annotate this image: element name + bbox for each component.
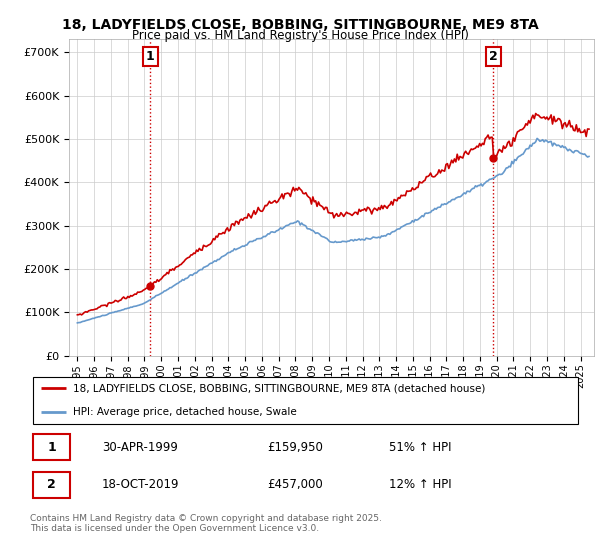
Text: 2: 2	[47, 478, 56, 491]
Text: 18-OCT-2019: 18-OCT-2019	[102, 478, 179, 491]
Text: 1: 1	[146, 50, 154, 63]
FancyBboxPatch shape	[33, 472, 70, 498]
Text: 2: 2	[489, 50, 498, 63]
Text: 18, LADYFIELDS CLOSE, BOBBING, SITTINGBOURNE, ME9 8TA: 18, LADYFIELDS CLOSE, BOBBING, SITTINGBO…	[62, 18, 538, 32]
Text: 1: 1	[47, 441, 56, 454]
Text: 18, LADYFIELDS CLOSE, BOBBING, SITTINGBOURNE, ME9 8TA (detached house): 18, LADYFIELDS CLOSE, BOBBING, SITTINGBO…	[73, 383, 485, 393]
FancyBboxPatch shape	[33, 434, 70, 460]
Text: 30-APR-1999: 30-APR-1999	[102, 441, 178, 454]
Text: 51% ↑ HPI: 51% ↑ HPI	[389, 441, 451, 454]
Text: £457,000: £457,000	[268, 478, 323, 491]
Text: £159,950: £159,950	[268, 441, 323, 454]
FancyBboxPatch shape	[33, 377, 578, 423]
Text: Contains HM Land Registry data © Crown copyright and database right 2025.
This d: Contains HM Land Registry data © Crown c…	[30, 514, 382, 534]
Text: Price paid vs. HM Land Registry's House Price Index (HPI): Price paid vs. HM Land Registry's House …	[131, 29, 469, 42]
Text: 12% ↑ HPI: 12% ↑ HPI	[389, 478, 451, 491]
Text: HPI: Average price, detached house, Swale: HPI: Average price, detached house, Swal…	[73, 408, 297, 418]
